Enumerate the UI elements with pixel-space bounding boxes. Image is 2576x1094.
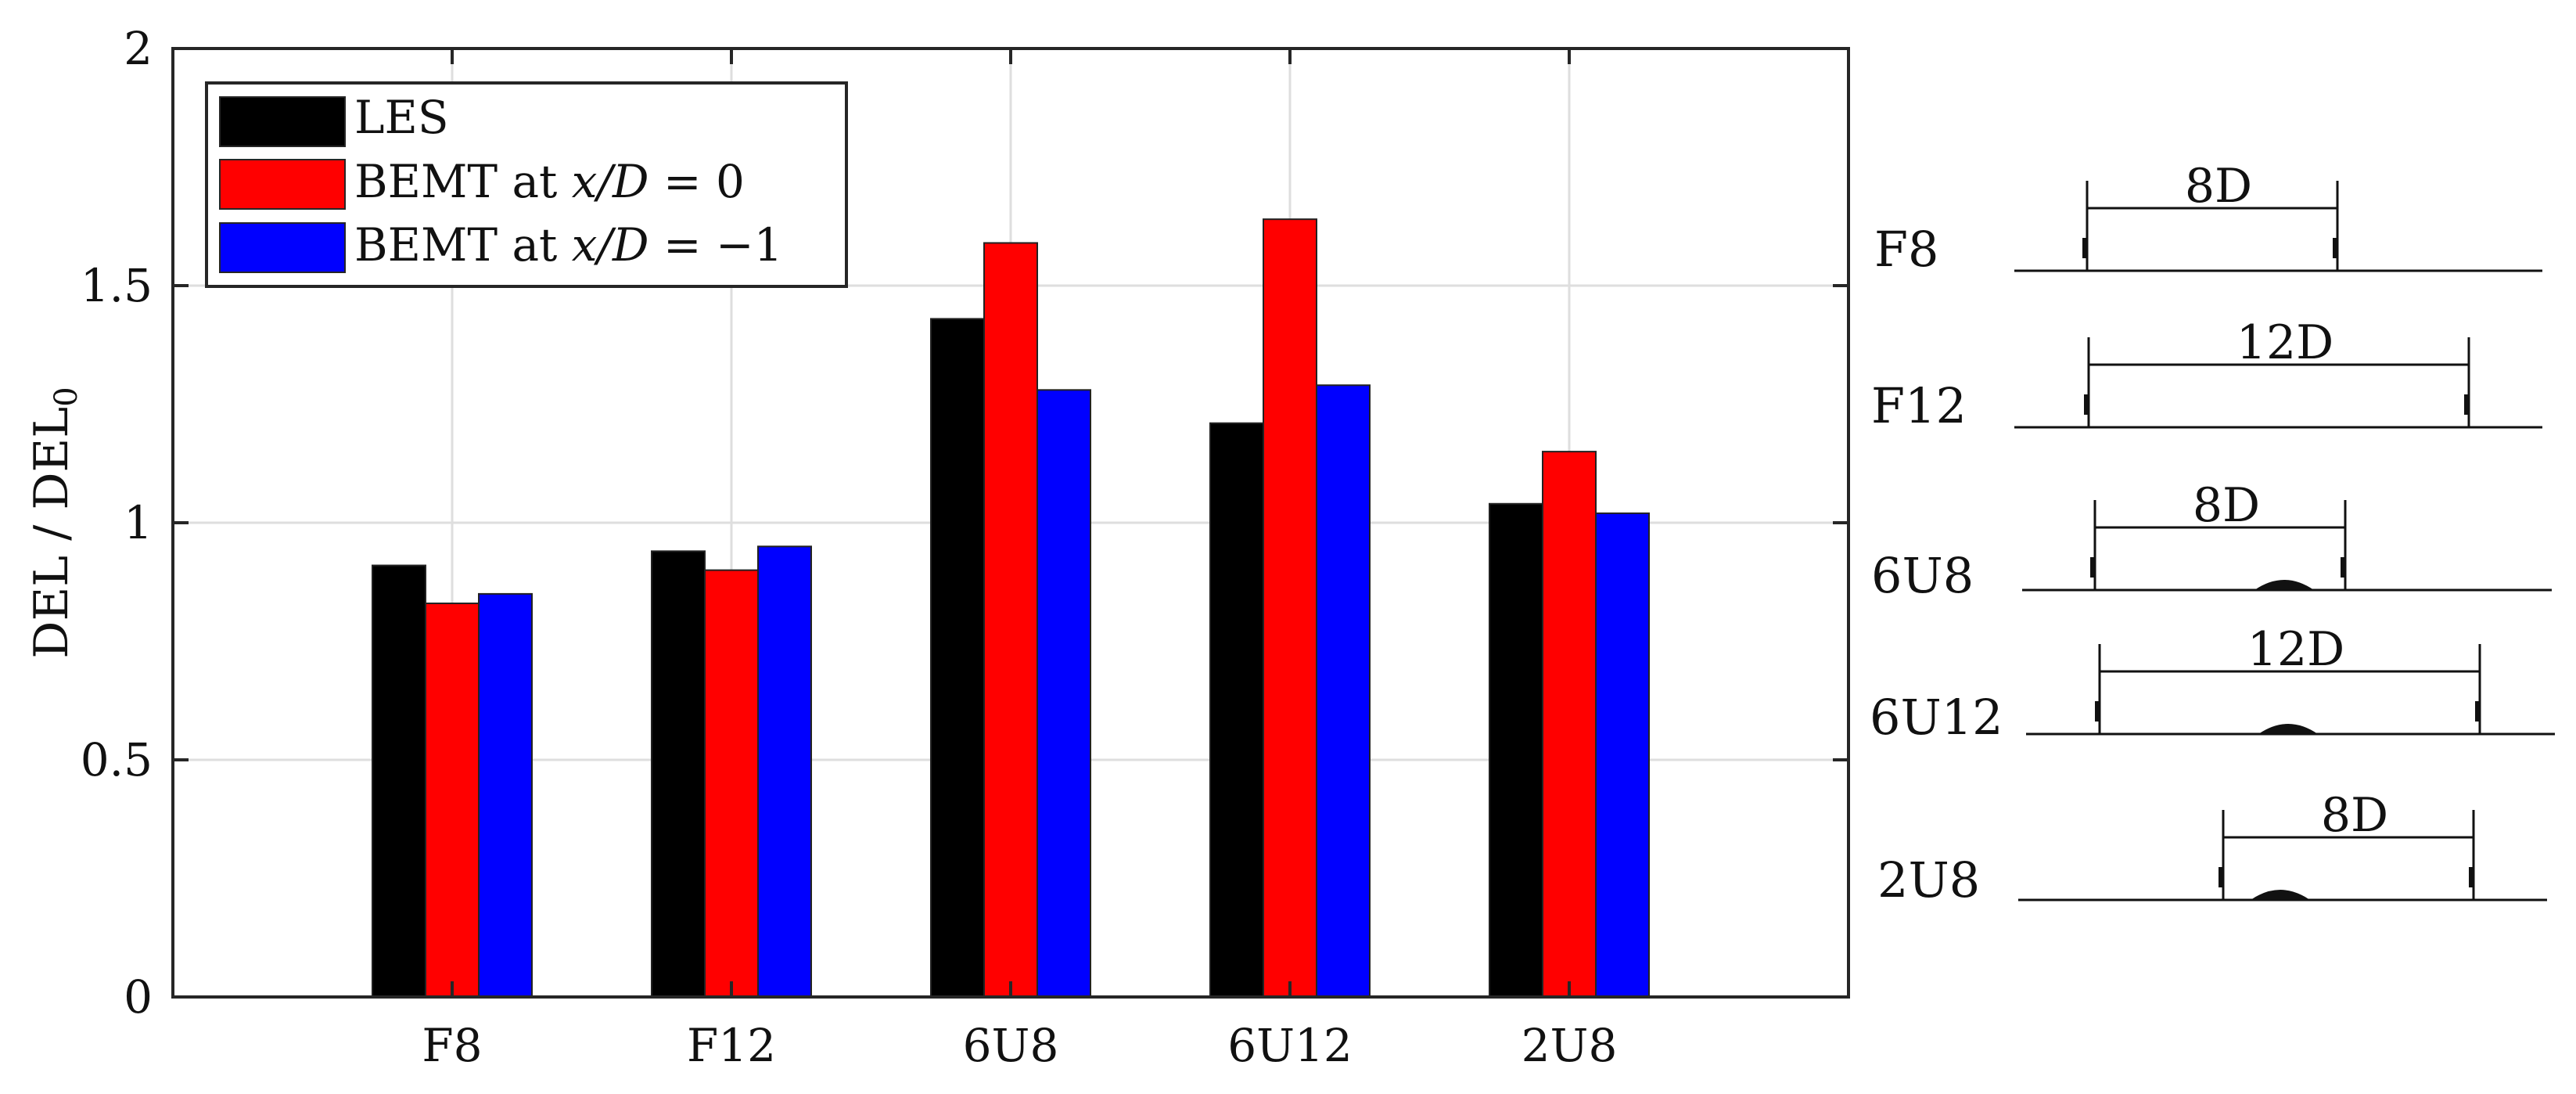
- bar-F12-series-1: [704, 569, 759, 998]
- turbine-rotor: [2090, 557, 2094, 578]
- bar-6U12-series-0: [1209, 422, 1264, 998]
- bar-6U8-series-0: [930, 318, 985, 999]
- hill: [2258, 724, 2318, 734]
- y-axis-label-main: DEL / DEL: [24, 407, 79, 659]
- y-axis-label-subscript: 0: [49, 387, 84, 406]
- axis-ticks: [173, 47, 1848, 999]
- x-tick-labels: F8 F12 6U8 6U12 2U8: [422, 1019, 1617, 1072]
- legend-label-bemt-x-1: BEMT at x/D = −1: [354, 218, 783, 272]
- y-tick-label: 0: [124, 970, 153, 1024]
- legend-label-bemt-x-1-prefix: BEMT at: [354, 218, 572, 272]
- schematic-F12: F12 12D: [1871, 315, 2542, 434]
- turbine-rotor: [2464, 394, 2468, 415]
- hill: [2254, 580, 2314, 590]
- x-tick-label: 6U8: [963, 1019, 1059, 1072]
- bar-2U8-series-2: [1595, 512, 1650, 998]
- schematic-label: 2U8: [1877, 851, 1980, 909]
- x-tick-label: F8: [422, 1019, 482, 1072]
- bar-2U8-series-1: [1542, 451, 1597, 998]
- turbine-rotor: [2475, 701, 2479, 722]
- legend: LES BEMT at x/D = 0 BEMT at x/D = −1: [205, 81, 848, 288]
- turbine-rotor: [2341, 557, 2344, 578]
- turbine-rotor: [2095, 701, 2099, 722]
- spacing-label: 8D: [2185, 159, 2252, 214]
- bar-6U12-series-1: [1263, 218, 1317, 999]
- bar-6U8-series-2: [1037, 389, 1091, 998]
- schematic-2U8: 2U8 8D: [1877, 788, 2547, 909]
- y-tick-labels: 0 0.5 1 1.5 2: [81, 22, 153, 1024]
- y-tick-label: 1: [124, 496, 153, 549]
- turbine-rotor: [2469, 867, 2473, 887]
- legend-swatch-les: [219, 96, 346, 147]
- schematic-F8: F8 8D: [1874, 159, 2542, 278]
- turbine-rotor: [2082, 238, 2086, 258]
- layout-schematics: F8 8D F12 12D 6U8 8D 6U12 12D 2U8 8D: [1870, 159, 2555, 909]
- schematic-6U8: 6U8 8D: [1871, 478, 2552, 604]
- bar-F12-series-0: [651, 550, 706, 998]
- legend-label-les: LES: [354, 91, 449, 144]
- x-tick-label: F12: [687, 1019, 776, 1072]
- turbine-rotor: [2333, 238, 2337, 258]
- legend-label-bemt-x0-eq: = 0: [649, 155, 745, 208]
- spacing-label: 12D: [2236, 315, 2333, 370]
- x-tick-label: 6U12: [1227, 1019, 1353, 1072]
- bar-F8-series-0: [372, 564, 426, 998]
- bar-F8-series-1: [425, 603, 480, 999]
- bar-F8-series-2: [478, 592, 533, 998]
- spacing-label: 8D: [2321, 788, 2388, 843]
- bars: [372, 218, 1650, 999]
- schematic-label: F12: [1871, 377, 1967, 434]
- bar-6U8-series-1: [983, 242, 1038, 998]
- bar-2U8-series-0: [1489, 502, 1543, 998]
- spacing-label: 8D: [2193, 478, 2260, 533]
- legend-label-bemt-x0-prefix: BEMT at: [354, 155, 572, 208]
- schematic-label: 6U8: [1871, 547, 1974, 604]
- legend-label-bemt-x-1-eq: = −1: [649, 218, 783, 272]
- y-tick-label: 2: [124, 22, 153, 75]
- y-tick-label: 1.5: [81, 259, 153, 312]
- schematic-label: F8: [1874, 221, 1938, 278]
- bar-F12-series-2: [757, 545, 812, 998]
- turbine-rotor: [2219, 867, 2222, 887]
- y-tick-label: 0.5: [81, 733, 153, 786]
- hill: [2251, 890, 2310, 900]
- legend-label-bemt-x0: BEMT at x/D = 0: [354, 155, 745, 208]
- schematic-6U12: 6U12 12D: [1870, 622, 2555, 746]
- y-axis-label: DEL / DEL0: [24, 387, 84, 658]
- bar-6U12-series-2: [1316, 384, 1371, 998]
- x-tick-label: 2U8: [1522, 1019, 1618, 1072]
- spacing-label: 12D: [2247, 622, 2344, 677]
- schematic-label: 6U12: [1870, 689, 2003, 746]
- legend-label-bemt-x-1-var: x/D: [572, 218, 649, 272]
- turbine-rotor: [2084, 394, 2088, 415]
- legend-label-bemt-x0-var: x/D: [572, 155, 649, 208]
- legend-swatch-bemt-x0: [219, 159, 346, 210]
- legend-swatch-bemt-x-1: [219, 222, 346, 273]
